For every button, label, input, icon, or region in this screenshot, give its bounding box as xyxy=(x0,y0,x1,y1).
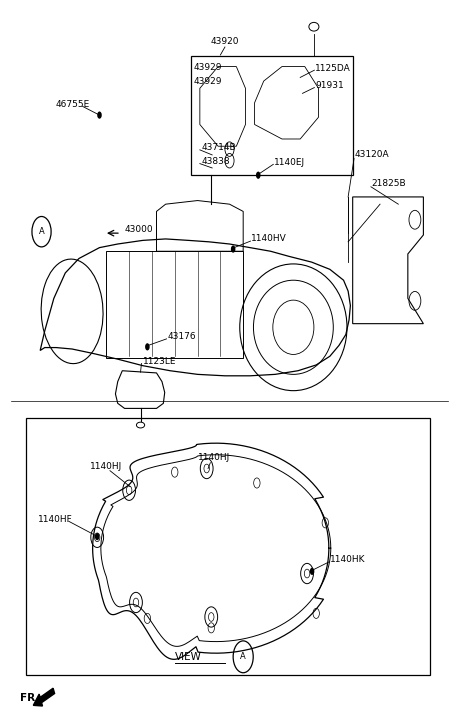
Circle shape xyxy=(95,533,100,540)
Text: VIEW: VIEW xyxy=(175,652,202,662)
Text: 46755E: 46755E xyxy=(55,100,90,109)
Circle shape xyxy=(145,343,150,350)
Text: 43920: 43920 xyxy=(211,38,239,47)
Circle shape xyxy=(256,172,261,179)
FancyArrow shape xyxy=(34,688,55,706)
Text: 21825B: 21825B xyxy=(372,180,407,188)
Text: FR.: FR. xyxy=(20,693,39,703)
Text: 1140HJ: 1140HJ xyxy=(197,453,230,462)
Text: 1123LE: 1123LE xyxy=(143,357,176,366)
Text: 43838: 43838 xyxy=(201,157,230,166)
Bar xyxy=(27,418,430,675)
Text: 43120A: 43120A xyxy=(355,150,390,159)
Circle shape xyxy=(231,246,235,253)
Text: 1140HV: 1140HV xyxy=(252,234,287,244)
Text: 43000: 43000 xyxy=(124,225,153,234)
Text: 43929: 43929 xyxy=(194,63,223,72)
Text: 43714B: 43714B xyxy=(201,143,236,152)
Text: A: A xyxy=(39,228,45,236)
Text: 43929: 43929 xyxy=(194,76,223,86)
Circle shape xyxy=(97,111,102,119)
Text: 1140HF: 1140HF xyxy=(38,515,73,523)
Text: A: A xyxy=(241,652,246,662)
Text: 1140EJ: 1140EJ xyxy=(274,158,305,166)
Circle shape xyxy=(310,568,314,575)
Text: 91931: 91931 xyxy=(315,81,344,90)
Bar xyxy=(191,56,353,175)
Text: 1140HJ: 1140HJ xyxy=(90,462,123,471)
Text: 1125DA: 1125DA xyxy=(315,63,351,73)
Text: 43176: 43176 xyxy=(168,332,196,341)
Text: 1140HK: 1140HK xyxy=(330,555,365,563)
